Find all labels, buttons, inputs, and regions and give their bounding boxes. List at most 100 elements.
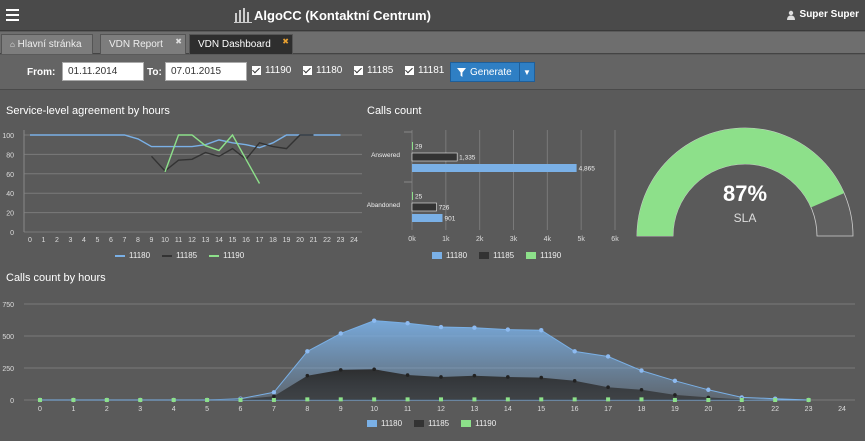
x-tick-label: 10 bbox=[370, 406, 378, 413]
x-tick-label: 1 bbox=[42, 237, 46, 244]
x-tick-label: 15 bbox=[537, 406, 545, 413]
point-11190 bbox=[672, 398, 677, 402]
point-11180 bbox=[371, 318, 377, 323]
point-11180 bbox=[472, 325, 477, 330]
to-date-input[interactable] bbox=[165, 62, 247, 81]
point-11185 bbox=[506, 375, 510, 379]
to-label: To: bbox=[147, 67, 162, 78]
close-icon[interactable]: ✖ bbox=[282, 37, 289, 46]
tab-vdn-dashboard[interactable]: VDN Dashboard ✖ bbox=[189, 34, 293, 54]
legend-item[interactable]: 11185 bbox=[162, 251, 197, 260]
checkbox-11180[interactable]: 11180 bbox=[303, 65, 342, 76]
legend-swatch bbox=[414, 420, 425, 427]
bar-11180 bbox=[412, 164, 577, 172]
x-tick-label: 4 bbox=[82, 237, 86, 244]
point-11190 bbox=[205, 398, 210, 402]
hamburger-icon[interactable] bbox=[6, 9, 19, 21]
calls-chart-title: Calls count bbox=[367, 105, 422, 117]
tab-vdn-report[interactable]: VDN Report ✖ bbox=[100, 34, 186, 54]
tab-home[interactable]: ⌂ Hlavní stránka bbox=[1, 34, 93, 54]
x-tick-label: 17 bbox=[256, 237, 264, 244]
legend-swatch bbox=[209, 254, 220, 257]
point-11185 bbox=[272, 394, 276, 398]
filter-icon bbox=[457, 67, 466, 77]
legend-item[interactable]: 11180 bbox=[367, 419, 402, 428]
y-tick-label: 20 bbox=[6, 211, 14, 218]
from-label: From: bbox=[27, 67, 56, 78]
point-11185 bbox=[405, 373, 410, 377]
y-tick-label: 40 bbox=[6, 191, 14, 198]
hourly-chart-title: Calls count by hours bbox=[6, 272, 106, 284]
generate-button[interactable]: Generate ▼ bbox=[450, 62, 535, 82]
x-tick-label: 6 bbox=[239, 406, 243, 413]
tab-label: Hlavní stránka bbox=[17, 39, 82, 50]
y-tick-label: 750 bbox=[2, 302, 14, 309]
checkbox-box[interactable] bbox=[252, 66, 261, 75]
point-11190 bbox=[706, 398, 711, 402]
x-tick-label: 11 bbox=[404, 406, 411, 413]
y-tick-label: 500 bbox=[2, 334, 14, 341]
x-tick-label: 6k bbox=[611, 236, 619, 243]
x-tick-label: 4k bbox=[544, 236, 552, 243]
point-11190 bbox=[639, 397, 644, 402]
point-11190 bbox=[472, 397, 477, 402]
checkbox-label: 11181 bbox=[418, 65, 445, 76]
checkbox-label: 11180 bbox=[316, 65, 343, 76]
legend-swatch bbox=[432, 252, 442, 259]
point-11190 bbox=[171, 398, 176, 402]
legend-item[interactable]: 11185 bbox=[414, 419, 449, 428]
legend-item[interactable]: 11185 bbox=[479, 251, 514, 260]
x-tick-label: 21 bbox=[310, 237, 318, 244]
checkbox-box[interactable] bbox=[405, 66, 414, 75]
gauge-value: 87% bbox=[723, 181, 767, 206]
x-tick-label: 10 bbox=[161, 237, 169, 244]
legend-item[interactable]: 11190 bbox=[526, 251, 561, 260]
point-11180 bbox=[639, 368, 644, 373]
point-11190 bbox=[305, 397, 310, 402]
x-tick-label: 9 bbox=[339, 406, 343, 413]
point-11190 bbox=[405, 397, 410, 402]
legend-item[interactable]: 11190 bbox=[209, 251, 244, 260]
chevron-down-icon[interactable]: ▼ bbox=[523, 67, 531, 77]
checkbox-box[interactable] bbox=[354, 66, 363, 75]
user-menu[interactable]: Super Super bbox=[786, 9, 859, 20]
calls-bar-chart: 0k 1k 2k 3k 4k 5k 6k Answered 29 1,335 4,865 Abando… bbox=[367, 130, 619, 243]
gauge-fill bbox=[637, 128, 845, 236]
checkbox-box[interactable] bbox=[303, 66, 312, 75]
legend-swatch bbox=[461, 420, 472, 427]
x-tick-label: 14 bbox=[504, 406, 512, 413]
point-11190 bbox=[739, 398, 744, 402]
checkbox-11181[interactable]: 11181 bbox=[405, 65, 444, 76]
bar-chart-logo-icon bbox=[234, 8, 252, 23]
legend-label: 11190 bbox=[223, 251, 245, 260]
point-11185 bbox=[673, 393, 677, 397]
point-11180 bbox=[539, 328, 544, 333]
point-11190 bbox=[773, 398, 778, 402]
legend-label: 11190 bbox=[475, 419, 497, 428]
legend-label: 11180 bbox=[446, 251, 468, 260]
generate-label: Generate bbox=[470, 66, 512, 78]
filter-bar: From: To: 11190 11180 11185 11181 Genera… bbox=[0, 55, 865, 90]
from-date-input[interactable] bbox=[62, 62, 144, 81]
area-11180 bbox=[40, 320, 809, 401]
point-11185 bbox=[606, 385, 610, 389]
legend-item[interactable]: 11180 bbox=[115, 251, 150, 260]
series-line-11190 bbox=[164, 133, 261, 184]
x-tick-label: 7 bbox=[123, 237, 127, 244]
legend-item[interactable]: 11180 bbox=[432, 251, 467, 260]
checkbox-label: 11190 bbox=[265, 65, 292, 76]
legend-swatch bbox=[162, 254, 173, 257]
point-11190 bbox=[104, 398, 109, 402]
point-11185 bbox=[372, 367, 376, 372]
point-11185 bbox=[305, 373, 310, 378]
x-tick-label: 8 bbox=[136, 237, 140, 244]
category-label: Abandoned bbox=[367, 202, 401, 209]
point-11190 bbox=[38, 398, 42, 402]
checkbox-11190[interactable]: 11190 bbox=[252, 65, 291, 76]
data-label: 29 bbox=[415, 144, 423, 151]
close-icon[interactable]: ✖ bbox=[175, 37, 182, 46]
legend-label: 11180 bbox=[129, 251, 151, 260]
checkbox-11185[interactable]: 11185 bbox=[354, 65, 393, 76]
legend-swatch bbox=[479, 252, 490, 259]
legend-item[interactable]: 11190 bbox=[461, 419, 496, 428]
